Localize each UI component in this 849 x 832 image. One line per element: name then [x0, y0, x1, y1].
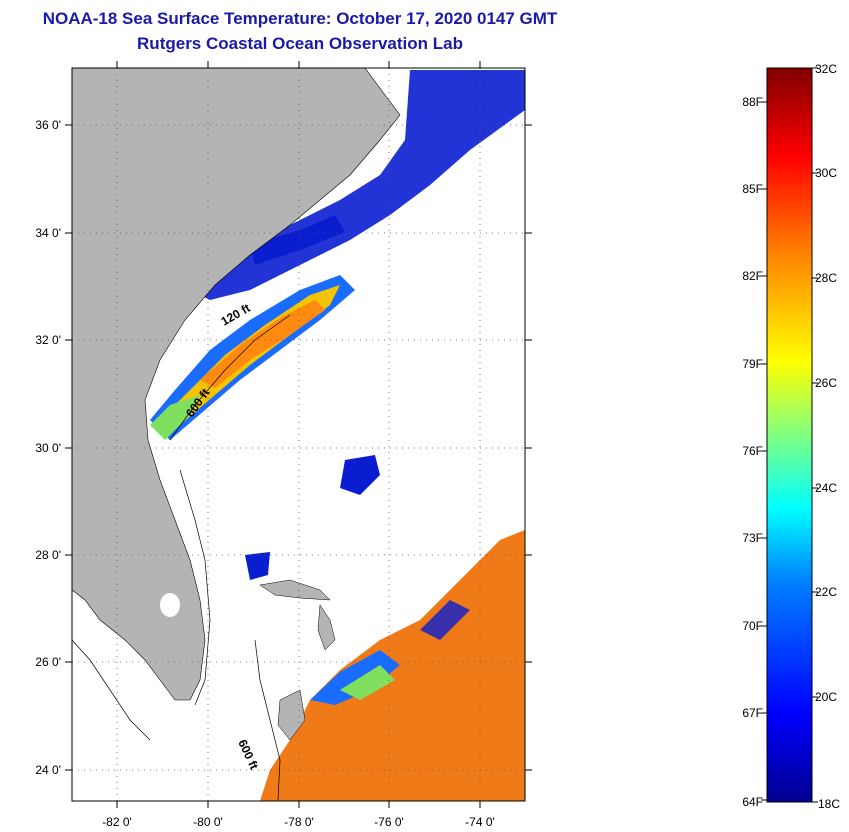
axis-ticks [65, 61, 532, 808]
map-title: NOAA-18 Sea Surface Temperature: October… [42, 9, 558, 28]
colorbar-fahrenheit-label: 82F [742, 269, 763, 283]
colorbar: 32C 30C 28C 26C 24C 22C 20C 18C 88F 85F … [742, 62, 840, 811]
colorbar-fahrenheit-label: 73F [742, 531, 763, 545]
lat-tick-label: 32 0' [35, 333, 61, 347]
colorbar-celsius-label: 32C [815, 62, 837, 76]
contour-florida-shelf [179, 469, 211, 706]
lon-tick-label: -82 0' [102, 815, 132, 829]
us-east-coast-land [72, 68, 401, 701]
colorbar-celsius-label: 18C [818, 797, 840, 811]
colorbar-celsius-label: 20C [815, 690, 837, 704]
colorbar-fahrenheit-label: 76F [742, 444, 763, 458]
contour-bahamas-bank [254, 639, 281, 801]
colorbar-gradient [766, 67, 813, 803]
sst-southeast-green [340, 665, 395, 700]
colorbar-celsius-label: 22C [815, 585, 837, 599]
lat-tick-label: 34 0' [35, 226, 61, 240]
sst-patch-offshore [340, 455, 380, 495]
colorbar-celsius-label: 30C [815, 166, 837, 180]
lat-tick-label: 24 0' [35, 763, 61, 777]
colorbar-fahrenheit-label: 85F [742, 182, 763, 196]
map-subtitle: Rutgers Coastal Ocean Observation Lab [137, 34, 463, 53]
sst-patch-nc [250, 215, 345, 265]
lat-tick-label: 28 0' [35, 548, 61, 562]
sst-gulfstream-green [150, 395, 200, 440]
lat-tick-label: 26 0' [35, 655, 61, 669]
lon-tick-label: -80 0' [193, 815, 223, 829]
map-plot-area [72, 68, 525, 801]
graticule [72, 68, 525, 801]
andros-island [277, 689, 306, 741]
colorbar-celsius-label: 28C [815, 271, 837, 285]
sst-southeast-blue-patch [420, 600, 470, 640]
sst-southeast-cool-edge [310, 650, 400, 705]
lon-tick-label: -74 0' [465, 815, 495, 829]
grand-bahama-island [259, 579, 331, 601]
lon-tick-label: -76 0' [374, 815, 404, 829]
lat-tick-label: 36 0' [35, 118, 61, 132]
contour-gulf-shelf [72, 639, 151, 741]
colorbar-fahrenheit-label: 79F [742, 357, 763, 371]
abaco-island [317, 604, 336, 651]
lon-tick-label: -78 0' [284, 815, 314, 829]
land-layer [72, 68, 401, 741]
sst-data-layer [150, 70, 525, 801]
contour-600ft-north [169, 314, 291, 441]
colorbar-celsius-label: 26C [815, 376, 837, 390]
florida-panhandle-land [72, 490, 120, 560]
lake-okeechobee [160, 593, 180, 617]
colorbar-fahrenheit-label: 70F [742, 619, 763, 633]
colorbar-fahrenheit-label: 67F [742, 706, 763, 720]
bathymetry-contours [72, 314, 291, 801]
sst-patch-bahamas-north [245, 552, 270, 580]
colorbar-celsius-label: 24C [815, 481, 837, 495]
lat-tick-label: 30 0' [35, 441, 61, 455]
colorbar-ticks [761, 67, 818, 803]
colorbar-fahrenheit-label: 64F [742, 795, 763, 809]
sst-gulfstream-core [200, 300, 325, 388]
colorbar-fahrenheit-label: 88F [742, 95, 763, 109]
